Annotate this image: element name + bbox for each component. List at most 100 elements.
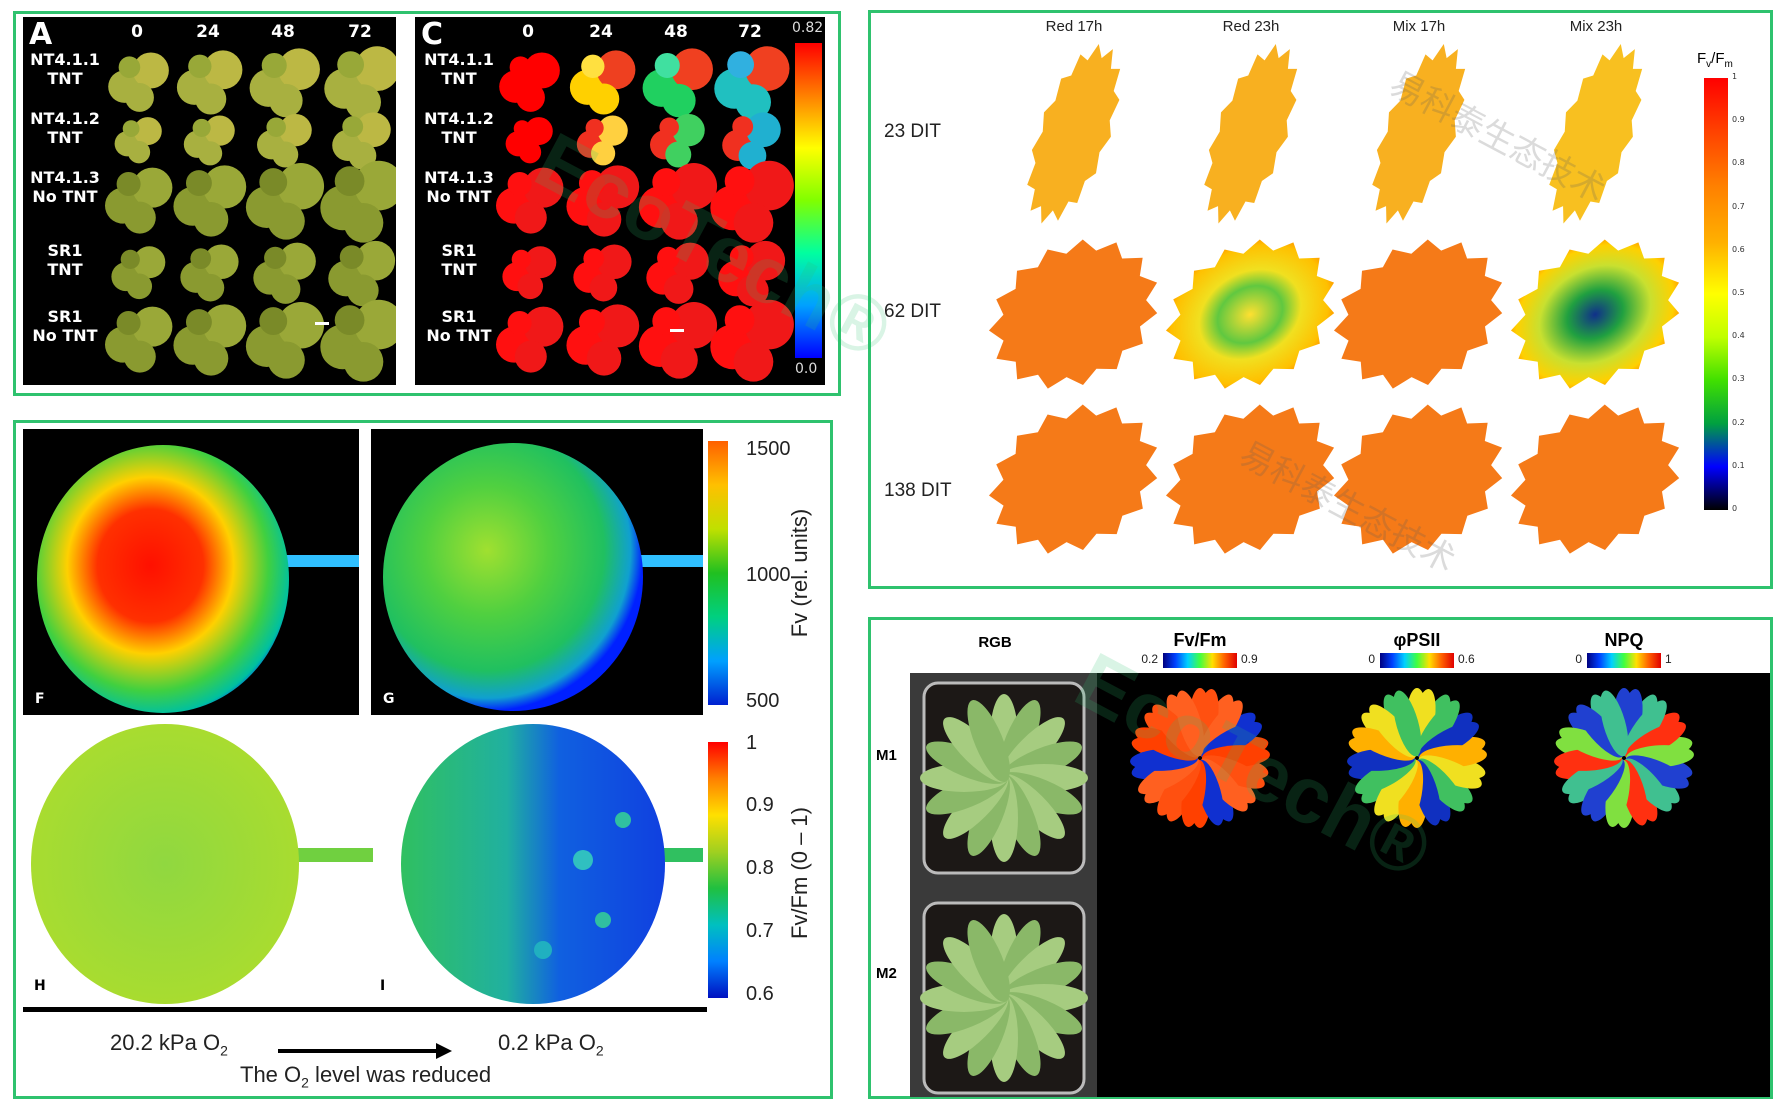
tomato-leaf bbox=[1333, 404, 1503, 554]
genotype-row-label: NT4.1.2 TNT bbox=[30, 109, 100, 147]
seedling-leaf bbox=[259, 168, 288, 196]
seedling-leaf bbox=[127, 140, 151, 164]
seedling-leaf bbox=[204, 244, 239, 280]
seedling-leaf bbox=[354, 299, 396, 350]
seedling-leaf bbox=[597, 244, 632, 280]
seedling-leaf bbox=[597, 115, 628, 146]
colorbar-min: 0.0 bbox=[795, 361, 818, 377]
seedling-leaf bbox=[345, 84, 381, 120]
time-column-header: 48 bbox=[664, 22, 688, 42]
plants-scale-bar bbox=[1587, 653, 1661, 668]
seedling-leaf bbox=[514, 340, 547, 373]
fluorescence-images bbox=[1097, 673, 1770, 1097]
seedling-leaf bbox=[660, 202, 698, 240]
fvfm-colorbar-title: Fv/Fm (0 – 1) bbox=[787, 807, 812, 940]
panel-plants bbox=[868, 617, 1773, 1099]
seedling-leaf bbox=[513, 120, 531, 137]
seedling-leaf bbox=[266, 117, 286, 137]
seedling-leaf bbox=[671, 48, 713, 91]
fvfm-colorbar-c bbox=[795, 43, 822, 358]
genotype-row-label: SR1 No TNT bbox=[32, 307, 98, 345]
tomato-colorbar bbox=[1704, 78, 1728, 510]
seedling-leaf bbox=[277, 302, 325, 349]
label-f: F bbox=[35, 691, 45, 707]
tomato-row-label: 23 DIT bbox=[884, 121, 942, 142]
tomato-colorbar-tick: 0.3 bbox=[1732, 374, 1745, 384]
seedling-leaf bbox=[269, 83, 303, 118]
genotype-row-label: SR1 TNT bbox=[441, 241, 477, 279]
plant-leaf-fluorescence bbox=[1393, 690, 1422, 757]
plants-row-label: M2 bbox=[876, 965, 897, 982]
seedling-leaf bbox=[123, 340, 156, 373]
plant-leaf-fluorescence bbox=[1201, 755, 1265, 789]
panel-seedlings bbox=[13, 11, 841, 396]
fvfm-tick: 0.6 bbox=[746, 983, 774, 1005]
seedling-leaf bbox=[272, 141, 299, 168]
seedling-rgb-images bbox=[105, 46, 396, 382]
seedling-leaf bbox=[509, 56, 532, 78]
seedling-leaf bbox=[670, 302, 718, 349]
apple-g-image: G bbox=[371, 429, 703, 715]
seedling-leaf bbox=[596, 50, 636, 90]
seedling-leaf bbox=[259, 307, 288, 335]
time-column-header: 0 bbox=[131, 22, 143, 42]
seedling-leaf bbox=[745, 240, 786, 281]
seedling-leaf bbox=[736, 274, 769, 307]
tomato-colorbar-tick: 0.6 bbox=[1732, 244, 1745, 254]
seedling-leaf bbox=[746, 112, 781, 148]
seedling-leaf bbox=[356, 112, 391, 148]
seedling-leaf bbox=[578, 170, 605, 196]
seedling-leaf bbox=[511, 249, 531, 269]
seedling-leaf bbox=[588, 83, 620, 115]
tomato-leaf bbox=[1165, 239, 1335, 389]
seedling-leaf bbox=[193, 202, 229, 237]
time-column-header: 48 bbox=[271, 22, 295, 42]
seedling-leaf bbox=[583, 248, 605, 269]
seedling-leaf bbox=[660, 341, 698, 379]
seedling-leaf bbox=[738, 141, 767, 170]
panel-tomato bbox=[868, 10, 1773, 589]
seedling-leaf bbox=[659, 117, 679, 137]
genotype-row-label: NT4.1.2 TNT bbox=[424, 109, 494, 147]
seedling-leaf bbox=[591, 141, 616, 166]
seedling-leaf bbox=[654, 52, 680, 78]
seedling-leaf bbox=[118, 56, 141, 78]
seedling-leaf bbox=[652, 307, 681, 335]
seedling-leaf bbox=[122, 120, 140, 137]
seedling-leaf bbox=[724, 305, 755, 335]
seedling-leaf bbox=[267, 202, 305, 240]
seedling-leaf bbox=[596, 304, 640, 348]
fv-colorbar-title: Fv (rel. units) bbox=[787, 508, 812, 638]
panel-apple bbox=[13, 420, 833, 1099]
seedling-leaf bbox=[203, 50, 243, 90]
time-column-header: 72 bbox=[738, 22, 762, 42]
seedling-leaf bbox=[670, 163, 718, 210]
seedling-leaf bbox=[354, 46, 396, 91]
plant-leaf-fluorescence bbox=[1352, 727, 1416, 761]
seedling-leaf bbox=[652, 168, 681, 196]
seedling-leaf bbox=[523, 306, 564, 347]
seedling-leaf bbox=[733, 202, 774, 243]
scale-min: 0 bbox=[1368, 652, 1375, 666]
seedling-leaf bbox=[507, 311, 532, 335]
panel-c-image bbox=[415, 17, 825, 385]
genotype-row-label: SR1 TNT bbox=[47, 241, 83, 279]
fv-colorbar bbox=[708, 441, 728, 705]
seedling-leaf bbox=[596, 165, 640, 209]
tomato-colorbar-tick: 0.7 bbox=[1732, 201, 1745, 211]
seedling-leaf bbox=[116, 311, 141, 335]
tomato-colorbar-tick: 0.8 bbox=[1732, 158, 1745, 168]
scale-min: 0 bbox=[1575, 652, 1582, 666]
scale-min: 0.2 bbox=[1141, 652, 1158, 666]
seedling-leaf bbox=[355, 240, 396, 281]
seedling-leaf bbox=[188, 54, 212, 78]
plants-column-header: Fv/Fm bbox=[1173, 630, 1227, 650]
plant-leaf-fluorescence bbox=[1559, 727, 1623, 761]
seedling-leaf bbox=[523, 52, 560, 89]
seedling-leaf bbox=[133, 246, 166, 279]
genotype-row-label: NT4.1.3 No TNT bbox=[30, 168, 100, 206]
seedling-leaf bbox=[204, 115, 235, 146]
plant-leaf-fluorescence bbox=[1625, 755, 1689, 789]
tomato-colorbar-tick: 0.5 bbox=[1732, 288, 1745, 297]
seedling-leaf bbox=[185, 309, 212, 336]
